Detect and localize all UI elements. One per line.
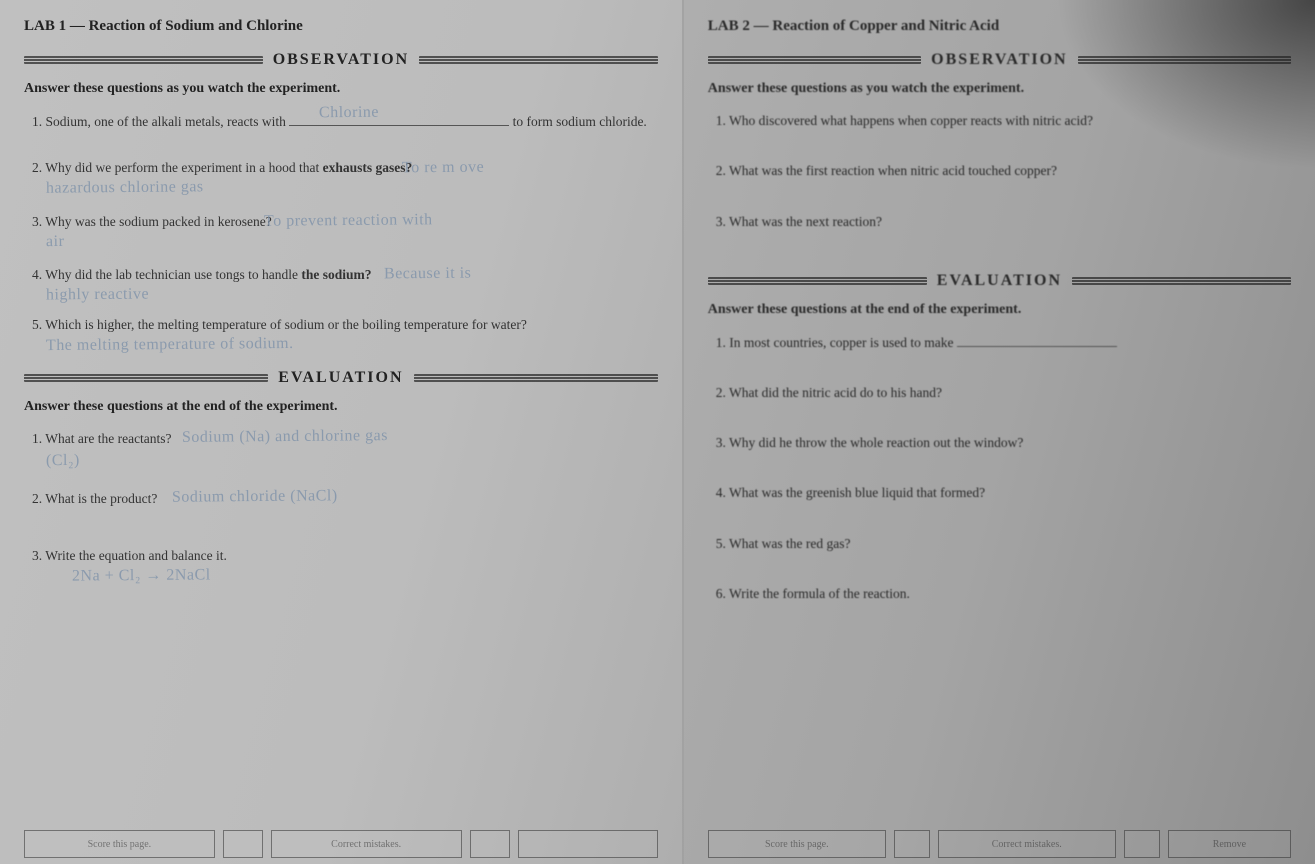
evaluation-questions-right: 1. In most countries, copper is used to …: [708, 332, 1291, 604]
footer-left: Score this page. Correct mistakes.: [24, 830, 658, 858]
q5-text: 5. Which is higher, the melting temperat…: [32, 317, 527, 332]
obs-q2: 2. Why did we perform the experiment in …: [32, 158, 658, 178]
eval-r-q2: 2. What did the nitric acid do to his ha…: [716, 383, 1291, 403]
q2-answer-b: hazardous chlorine gas: [46, 175, 204, 200]
header-rule-right: [419, 56, 658, 64]
observation-questions-right: 1. Who discovered what happens when copp…: [708, 111, 1291, 232]
evaluation-header-right: EVALUATION: [708, 272, 1291, 290]
q1-blank[interactable]: Chlorine: [289, 111, 509, 126]
footer-extra-box[interactable]: [518, 830, 658, 858]
footer-right: Score this page. Correct mistakes. Remov…: [708, 830, 1291, 858]
eval-q1: 1. What are the reactants? Sodium (Na) a…: [32, 429, 658, 449]
header-rule-left: [24, 56, 263, 64]
q1-pre: 1. Sodium, one of the alkali metals, rea…: [32, 114, 289, 129]
worksheet-left-page: LAB 1 — Reaction of Sodium and Chlorine …: [0, 0, 684, 864]
q4-bold: the sodium?: [301, 267, 371, 282]
header-rule-right: [1078, 56, 1291, 64]
q2-answer-a: To re m ove: [402, 156, 484, 181]
eval-q3: 3. Write the equation and balance it. 2N…: [32, 546, 658, 566]
evaluation-label-r: EVALUATION: [937, 272, 1062, 290]
eval-r-q6: 6. Write the formula of the reaction.: [716, 584, 1291, 604]
q2-text: 2. Why did we perform the experiment in …: [32, 160, 323, 175]
q4-answer-a: Because it is: [384, 261, 472, 286]
footer-score-label: Score this page.: [24, 830, 215, 858]
observation-label: OBSERVATION: [273, 51, 409, 69]
observation-label-r: OBSERVATION: [931, 51, 1067, 69]
eval-r-q1: 1. In most countries, copper is used to …: [716, 332, 1291, 353]
e3-text: 3. Write the equation and balance it.: [32, 548, 227, 563]
q1-post: to form sodium chloride.: [513, 114, 647, 129]
q3-answer-a: To prevent reaction with: [264, 209, 433, 234]
eval-r-q5: 5. What was the red gas?: [716, 534, 1291, 554]
q2-bold: exhausts gases?: [323, 160, 413, 175]
e1-answer-b: (Cl₂): [46, 449, 80, 473]
eval-r-q3: 3. Why did he throw the whole reaction o…: [716, 433, 1291, 453]
e3-answer: 2Na + Cl₂ → 2NaCl: [72, 563, 211, 588]
e1-answer-a: Sodium (Na) and chlorine gas: [182, 424, 388, 450]
header-rule-left: [708, 277, 927, 285]
evaluation-questions-left: 1. What are the reactants? Sodium (Na) a…: [24, 429, 658, 566]
q4-text: 4. Why did the lab technician use tongs …: [32, 267, 301, 282]
e1-pre: 1. In most countries, copper is used to …: [716, 335, 957, 350]
obs-q4: 4. Why did the lab technician use tongs …: [32, 265, 658, 285]
footer-correct-label-r: Correct mistakes.: [938, 830, 1116, 858]
eval-r-q4: 4. What was the greenish blue liquid tha…: [716, 483, 1291, 503]
observation-questions-left: 1. Sodium, one of the alkali metals, rea…: [24, 111, 658, 335]
observation-header-right: OBSERVATION: [708, 51, 1291, 69]
worksheet-right-page: LAB 2 — Reaction of Copper and Nitric Ac…: [684, 0, 1315, 864]
header-rule-left: [24, 374, 268, 382]
footer-correct-label: Correct mistakes.: [271, 830, 462, 858]
footer-correct-box[interactable]: [470, 830, 510, 858]
obs-instruction-right: Answer these questions as you watch the …: [708, 81, 1291, 97]
obs-instruction-left: Answer these questions as you watch the …: [24, 81, 658, 97]
q3-answer-b: air: [46, 230, 65, 254]
header-rule-right: [1072, 277, 1291, 285]
footer-score-label-r: Score this page.: [708, 830, 886, 858]
obs-r-q3: 3. What was the next reaction?: [716, 212, 1291, 232]
evaluation-label: EVALUATION: [278, 369, 403, 387]
obs-r-q1: 1. Who discovered what happens when copp…: [716, 111, 1291, 131]
q4-answer-b: highly reactive: [46, 282, 149, 307]
q1-answer: Chlorine: [319, 101, 379, 126]
e2-answer: Sodium chloride (NaCl): [172, 485, 338, 510]
eval-q2: 2. What is the product? Sodium chloride …: [32, 489, 658, 509]
lab1-title: LAB 1 — Reaction of Sodium and Chlorine: [24, 18, 658, 35]
header-rule-right: [414, 374, 658, 382]
eval-instruction-right: Answer these questions at the end of the…: [708, 302, 1291, 318]
evaluation-header-left: EVALUATION: [24, 369, 658, 387]
footer-correct-box-r[interactable]: [1124, 830, 1160, 858]
observation-header-left: OBSERVATION: [24, 51, 658, 69]
e1-blank[interactable]: [957, 332, 1117, 347]
obs-q3: 3. Why was the sodium packed in kerosene…: [32, 212, 658, 232]
obs-r-q2: 2. What was the first reaction when nitr…: [716, 161, 1291, 181]
lab2-title: LAB 2 — Reaction of Copper and Nitric Ac…: [708, 18, 1291, 35]
footer-score-box-r[interactable]: [894, 830, 930, 858]
header-rule-left: [708, 56, 921, 64]
e1-text: 1. What are the reactants?: [32, 431, 172, 446]
q3-text: 3. Why was the sodium packed in kerosene…: [32, 214, 272, 229]
footer-score-box[interactable]: [223, 830, 263, 858]
obs-q1: 1. Sodium, one of the alkali metals, rea…: [32, 111, 658, 132]
e2-text: 2. What is the product?: [32, 491, 157, 506]
eval-instruction-left: Answer these questions at the end of the…: [24, 399, 658, 415]
q5-answer: The melting temperature of sodium.: [46, 332, 294, 358]
obs-q5: 5. Which is higher, the melting temperat…: [32, 315, 658, 335]
footer-remove-label: Remove: [1168, 830, 1291, 858]
